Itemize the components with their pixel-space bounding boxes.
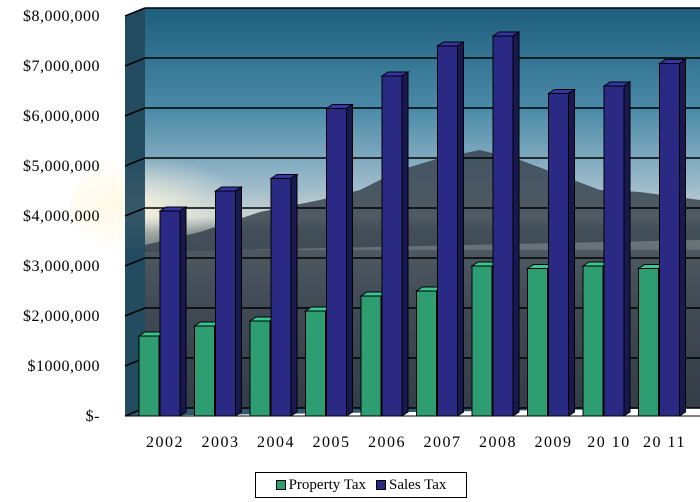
gridline-side	[124, 57, 146, 67]
x-tick-label: 2004	[257, 434, 295, 451]
gridline-side	[124, 207, 146, 217]
x-tick-label: 20 10	[587, 434, 631, 451]
y-tick-label: $-	[86, 408, 100, 425]
bar-side	[457, 41, 464, 417]
legend-swatch-property-tax	[275, 480, 286, 490]
bar-front	[249, 320, 271, 417]
bar-front	[360, 295, 382, 417]
y-tick-label: $3,000,000	[23, 258, 100, 275]
bar-front	[416, 290, 437, 417]
bar-side	[179, 206, 187, 417]
bar-front	[159, 210, 181, 417]
bar-side	[401, 71, 409, 417]
bar-front	[582, 265, 604, 417]
x-tick-label: 2008	[479, 434, 517, 451]
y-tick-label: $8,000,000	[23, 8, 100, 25]
x-tick-label: 2002	[146, 434, 184, 451]
bar	[269, 173, 299, 417]
y-tick-label: $2,000,000	[23, 308, 100, 325]
bar-front	[659, 63, 680, 417]
gridline-side	[124, 107, 146, 117]
bar-front	[215, 190, 236, 417]
gridline-side	[124, 7, 146, 17]
legend-item-property-tax: Property Tax	[275, 476, 366, 494]
bar	[158, 206, 188, 417]
gridline-side	[124, 157, 146, 167]
bar-front	[194, 325, 215, 417]
y-tick-label: $6,000,000	[23, 108, 100, 125]
bar	[602, 81, 632, 417]
bar	[380, 71, 410, 417]
x-tick-label: 2005	[313, 434, 351, 451]
bar	[324, 103, 355, 417]
bar-side	[679, 58, 686, 417]
bar-side	[568, 88, 575, 417]
legend: Property Tax Sales Tax	[255, 472, 467, 498]
bar-front	[305, 310, 326, 417]
x-tick-label: 2006	[368, 434, 406, 451]
bars	[137, 31, 688, 417]
x-tick-label: 2007	[424, 434, 462, 451]
legend-item-sales-tax: Sales Tax	[376, 477, 446, 494]
bar-front	[270, 178, 292, 417]
bar-front	[603, 85, 625, 417]
bar-front	[471, 265, 493, 417]
bar-front	[527, 268, 548, 417]
bar-front	[138, 335, 160, 417]
y-tick-label: $5,000,000	[23, 158, 100, 175]
bar-front	[548, 93, 569, 417]
y-tick-label: $7,000,000	[23, 58, 100, 75]
bar	[435, 41, 466, 417]
y-tick-label: $4,000,000	[23, 208, 100, 225]
bar-side	[623, 81, 631, 417]
bar-front	[437, 45, 458, 417]
legend-label-sales-tax: Sales Tax	[389, 476, 447, 493]
bar-front	[492, 35, 514, 417]
x-tick-label: 20 11	[643, 434, 686, 451]
x-axis-ticks: 2002 2003 2004 2005 2006 2007 2008 2009 20 10 20 …	[146, 434, 686, 451]
y-tick-label: $1000,000	[28, 358, 101, 375]
y-axis-ticks: $- $1000,000 $2,000,000 $3,000,000 $4,000,00…	[23, 8, 100, 425]
legend-swatch-sales-tax	[376, 480, 386, 490]
bar-side	[235, 186, 242, 417]
bar	[546, 88, 577, 417]
bar-side	[346, 103, 353, 417]
legend-label-property-tax: Property Tax	[288, 476, 366, 493]
bar	[491, 31, 521, 417]
bar	[657, 58, 688, 417]
bar-side	[512, 31, 520, 417]
x-tick-label: 2009	[535, 434, 573, 451]
bar-front	[638, 268, 659, 417]
gridline-side	[124, 257, 146, 267]
bar-front	[381, 75, 403, 417]
gridline-side	[124, 307, 146, 317]
bar	[213, 186, 244, 417]
x-tick-label: 2003	[202, 434, 240, 451]
bar-side	[290, 173, 298, 417]
bar-front	[326, 108, 347, 417]
